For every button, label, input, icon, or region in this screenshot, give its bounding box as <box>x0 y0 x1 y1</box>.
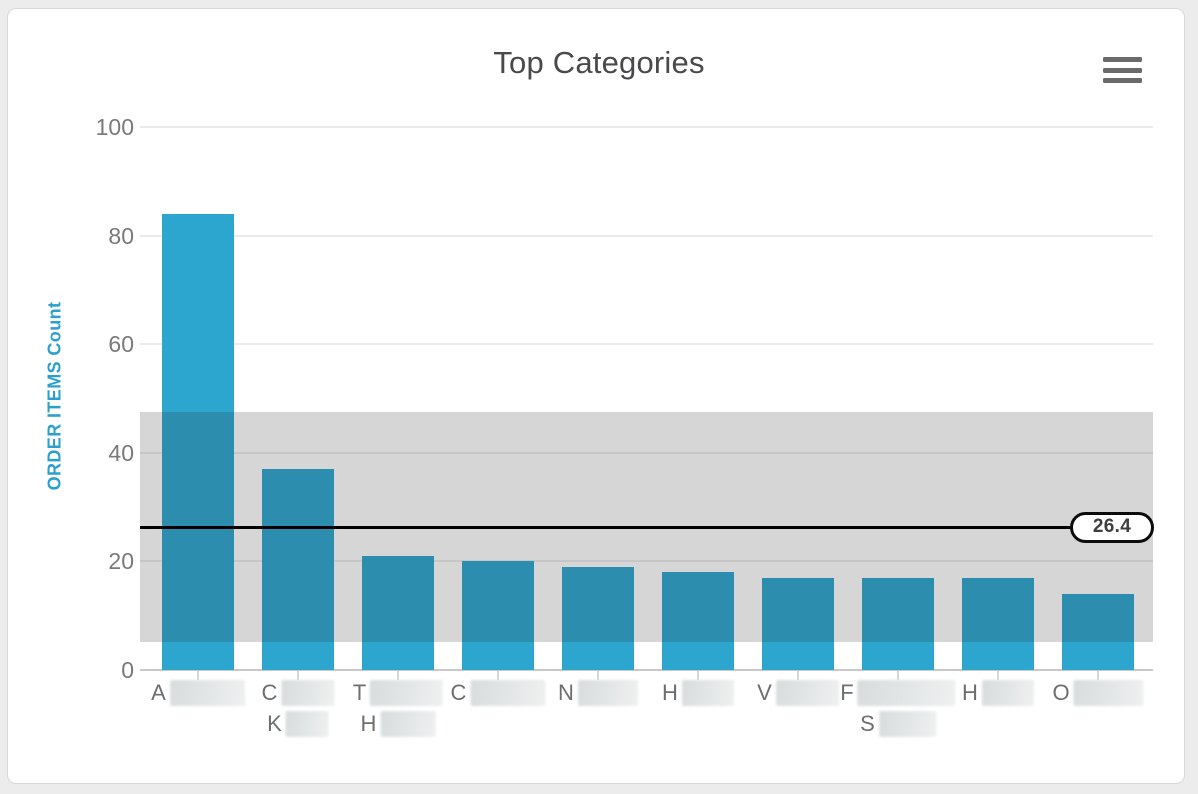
x-axis-label: C <box>451 679 546 707</box>
x-tick <box>797 671 799 680</box>
y-tick-label: 60 <box>108 331 134 358</box>
bar-category-6[interactable] <box>662 572 734 670</box>
y-tick-label: 0 <box>121 657 134 683</box>
menu-bar <box>1103 67 1142 73</box>
mean-line <box>140 525 1148 529</box>
bar-category-4[interactable] <box>462 561 534 670</box>
category-letter: A <box>151 680 166 705</box>
redacted-text-box <box>981 680 1034 706</box>
bar-category-2[interactable] <box>262 469 334 670</box>
category-letter: O <box>1052 680 1070 705</box>
category-letter: K <box>267 711 282 736</box>
redacted-text-box <box>775 680 839 706</box>
y-gridline <box>140 126 1153 128</box>
category-letter: H <box>662 680 678 705</box>
x-tick <box>897 671 899 680</box>
x-axis-label: O <box>1052 679 1144 707</box>
redacted-text-box <box>1073 680 1144 706</box>
x-axis-label: H <box>962 679 1034 707</box>
redacted-text-box <box>681 680 734 706</box>
redacted-text-box <box>169 680 245 706</box>
x-tick <box>597 671 599 680</box>
mean-value-label: 26.4 <box>1092 516 1132 538</box>
category-letter: H <box>360 711 377 736</box>
category-letter: H <box>962 680 978 705</box>
bar-category-1[interactable] <box>162 213 234 670</box>
y-tick-label: 100 <box>95 114 134 140</box>
hamburger-menu-icon[interactable] <box>1101 55 1145 91</box>
x-axis-label: V <box>757 679 839 707</box>
x-axis-label: N <box>558 679 638 707</box>
category-letter: C <box>261 680 278 705</box>
redacted-text-box <box>370 680 444 706</box>
category-letter: C <box>450 680 467 705</box>
y-gridline <box>140 234 1153 237</box>
x-axis-line <box>140 669 1153 671</box>
bar-category-8[interactable] <box>862 577 934 670</box>
category-letter: N <box>558 680 574 705</box>
bar-category-3[interactable] <box>362 555 434 670</box>
bar-category-5[interactable] <box>562 566 634 670</box>
x-tick <box>197 671 199 680</box>
bar-category-10[interactable] <box>1062 593 1134 670</box>
category-letter: V <box>757 680 772 705</box>
y-gridline <box>140 343 1153 346</box>
y-tick-label: 80 <box>108 222 134 249</box>
menu-bar <box>1103 78 1142 84</box>
bar-category-9[interactable] <box>962 577 1034 670</box>
redacted-text-box <box>577 680 638 706</box>
mean-value-badge: 26.4 <box>1070 511 1154 543</box>
x-tick <box>997 671 999 680</box>
category-letter: S <box>860 711 875 736</box>
redacted-text-box <box>380 711 436 737</box>
redacted-text-box <box>470 680 546 706</box>
y-gridline <box>140 560 1153 563</box>
y-tick-label: 40 <box>108 439 134 466</box>
y-gridline <box>140 451 1153 454</box>
bar-category-7[interactable] <box>762 577 834 670</box>
category-letter: T <box>352 680 367 705</box>
category-letter: F <box>840 680 854 705</box>
chart-title: Top Categories <box>493 45 705 80</box>
redacted-text-box <box>857 680 956 706</box>
x-axis-label: A <box>151 679 245 707</box>
y-tick-label: 20 <box>108 548 134 575</box>
x-tick <box>297 671 299 680</box>
x-tick <box>497 671 499 680</box>
x-tick <box>397 671 399 680</box>
menu-bar <box>1103 57 1142 63</box>
x-tick <box>1097 671 1099 680</box>
x-axis-label: H <box>662 679 734 707</box>
redacted-text-box <box>281 680 335 706</box>
redacted-text-box <box>285 711 329 737</box>
x-tick <box>697 671 699 680</box>
redacted-text-box <box>878 711 936 737</box>
